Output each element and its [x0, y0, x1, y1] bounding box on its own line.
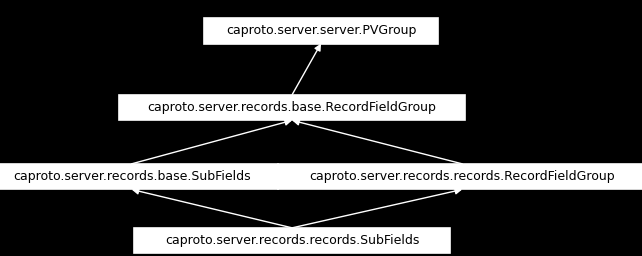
FancyBboxPatch shape — [204, 18, 438, 44]
Text: caproto.server.records.records.RecordFieldGroup: caproto.server.records.records.RecordFie… — [309, 170, 615, 183]
FancyBboxPatch shape — [134, 228, 450, 253]
Text: caproto.server.records.base.SubFields: caproto.server.records.base.SubFields — [13, 170, 250, 183]
Text: caproto.server.server.PVGroup: caproto.server.server.PVGroup — [226, 24, 416, 37]
FancyBboxPatch shape — [0, 164, 279, 189]
FancyBboxPatch shape — [119, 95, 465, 120]
FancyBboxPatch shape — [278, 164, 642, 189]
Text: caproto.server.records.records.SubFields: caproto.server.records.records.SubFields — [165, 234, 419, 247]
Text: caproto.server.records.base.RecordFieldGroup: caproto.server.records.base.RecordFieldG… — [148, 101, 437, 114]
